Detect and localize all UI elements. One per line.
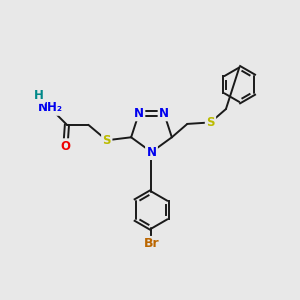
Text: N: N <box>159 107 169 120</box>
Text: S: S <box>103 134 111 147</box>
Text: N: N <box>134 107 144 120</box>
Text: H: H <box>34 89 44 103</box>
Text: Br: Br <box>144 237 159 250</box>
Text: S: S <box>206 116 215 129</box>
Text: O: O <box>60 140 70 153</box>
Text: N: N <box>146 146 157 159</box>
Text: NH₂: NH₂ <box>38 101 63 114</box>
